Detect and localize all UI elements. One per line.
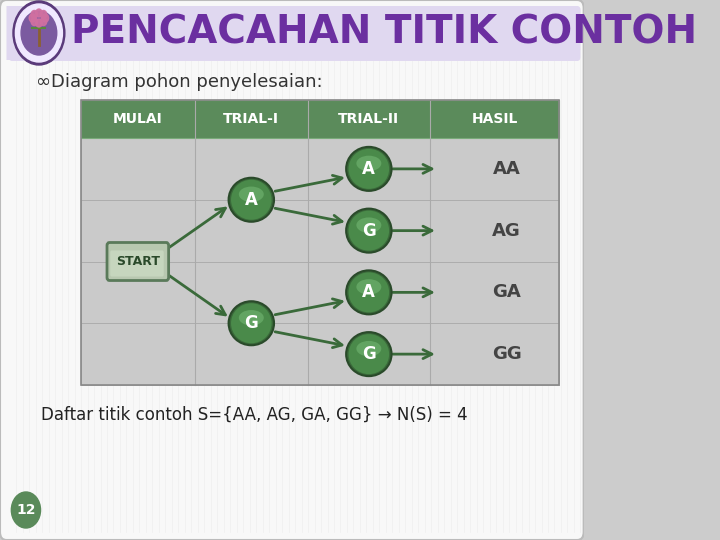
Circle shape bbox=[36, 9, 42, 17]
Ellipse shape bbox=[348, 334, 389, 374]
Circle shape bbox=[15, 4, 63, 62]
Ellipse shape bbox=[348, 149, 389, 189]
Text: AG: AG bbox=[492, 221, 521, 240]
Ellipse shape bbox=[239, 186, 264, 202]
Text: 12: 12 bbox=[16, 503, 36, 517]
Text: GG: GG bbox=[492, 345, 521, 363]
FancyBboxPatch shape bbox=[0, 0, 584, 540]
Text: G: G bbox=[244, 314, 258, 332]
Ellipse shape bbox=[356, 218, 382, 233]
Circle shape bbox=[30, 14, 36, 22]
Circle shape bbox=[13, 1, 65, 65]
Text: G: G bbox=[362, 221, 376, 240]
Ellipse shape bbox=[229, 301, 274, 345]
Text: A: A bbox=[245, 191, 258, 209]
Text: Daftar titik contoh S={AA, AG, GA, GG} → N(S) = 4: Daftar titik contoh S={AA, AG, GA, GG} →… bbox=[40, 406, 467, 424]
Ellipse shape bbox=[356, 341, 382, 356]
Ellipse shape bbox=[346, 147, 392, 191]
Text: A: A bbox=[362, 160, 375, 178]
Ellipse shape bbox=[346, 332, 392, 376]
FancyBboxPatch shape bbox=[81, 200, 559, 261]
Text: A: A bbox=[362, 284, 375, 301]
Ellipse shape bbox=[346, 271, 392, 314]
Ellipse shape bbox=[239, 310, 264, 326]
FancyBboxPatch shape bbox=[9, 6, 580, 61]
Text: GA: GA bbox=[492, 284, 521, 301]
Text: START: START bbox=[116, 255, 160, 268]
FancyBboxPatch shape bbox=[110, 251, 163, 276]
Text: PENCACAHAN TITIK CONTOH: PENCACAHAN TITIK CONTOH bbox=[71, 14, 698, 52]
Ellipse shape bbox=[231, 303, 271, 343]
Text: TRIAL-II: TRIAL-II bbox=[338, 112, 400, 126]
FancyBboxPatch shape bbox=[81, 323, 559, 385]
Text: AA: AA bbox=[492, 160, 521, 178]
Circle shape bbox=[36, 19, 42, 27]
Ellipse shape bbox=[231, 180, 271, 220]
Text: ∞Diagram pohon penyelesaian:: ∞Diagram pohon penyelesaian: bbox=[37, 73, 323, 91]
Circle shape bbox=[40, 17, 47, 25]
Circle shape bbox=[40, 10, 47, 18]
Ellipse shape bbox=[229, 178, 274, 222]
Text: HASIL: HASIL bbox=[472, 112, 518, 126]
Ellipse shape bbox=[356, 156, 382, 171]
Text: MULAI: MULAI bbox=[113, 112, 163, 126]
Ellipse shape bbox=[348, 211, 389, 251]
Circle shape bbox=[12, 492, 40, 528]
Ellipse shape bbox=[346, 208, 392, 253]
Ellipse shape bbox=[348, 272, 389, 312]
Circle shape bbox=[42, 14, 49, 22]
Text: G: G bbox=[362, 345, 376, 363]
FancyBboxPatch shape bbox=[81, 138, 559, 200]
Circle shape bbox=[31, 10, 37, 18]
Text: TRIAL-I: TRIAL-I bbox=[223, 112, 279, 126]
Circle shape bbox=[21, 11, 57, 55]
Ellipse shape bbox=[356, 279, 382, 295]
FancyBboxPatch shape bbox=[81, 100, 559, 138]
FancyBboxPatch shape bbox=[107, 242, 168, 280]
Circle shape bbox=[31, 17, 37, 25]
FancyBboxPatch shape bbox=[6, 6, 577, 60]
FancyBboxPatch shape bbox=[81, 261, 559, 323]
